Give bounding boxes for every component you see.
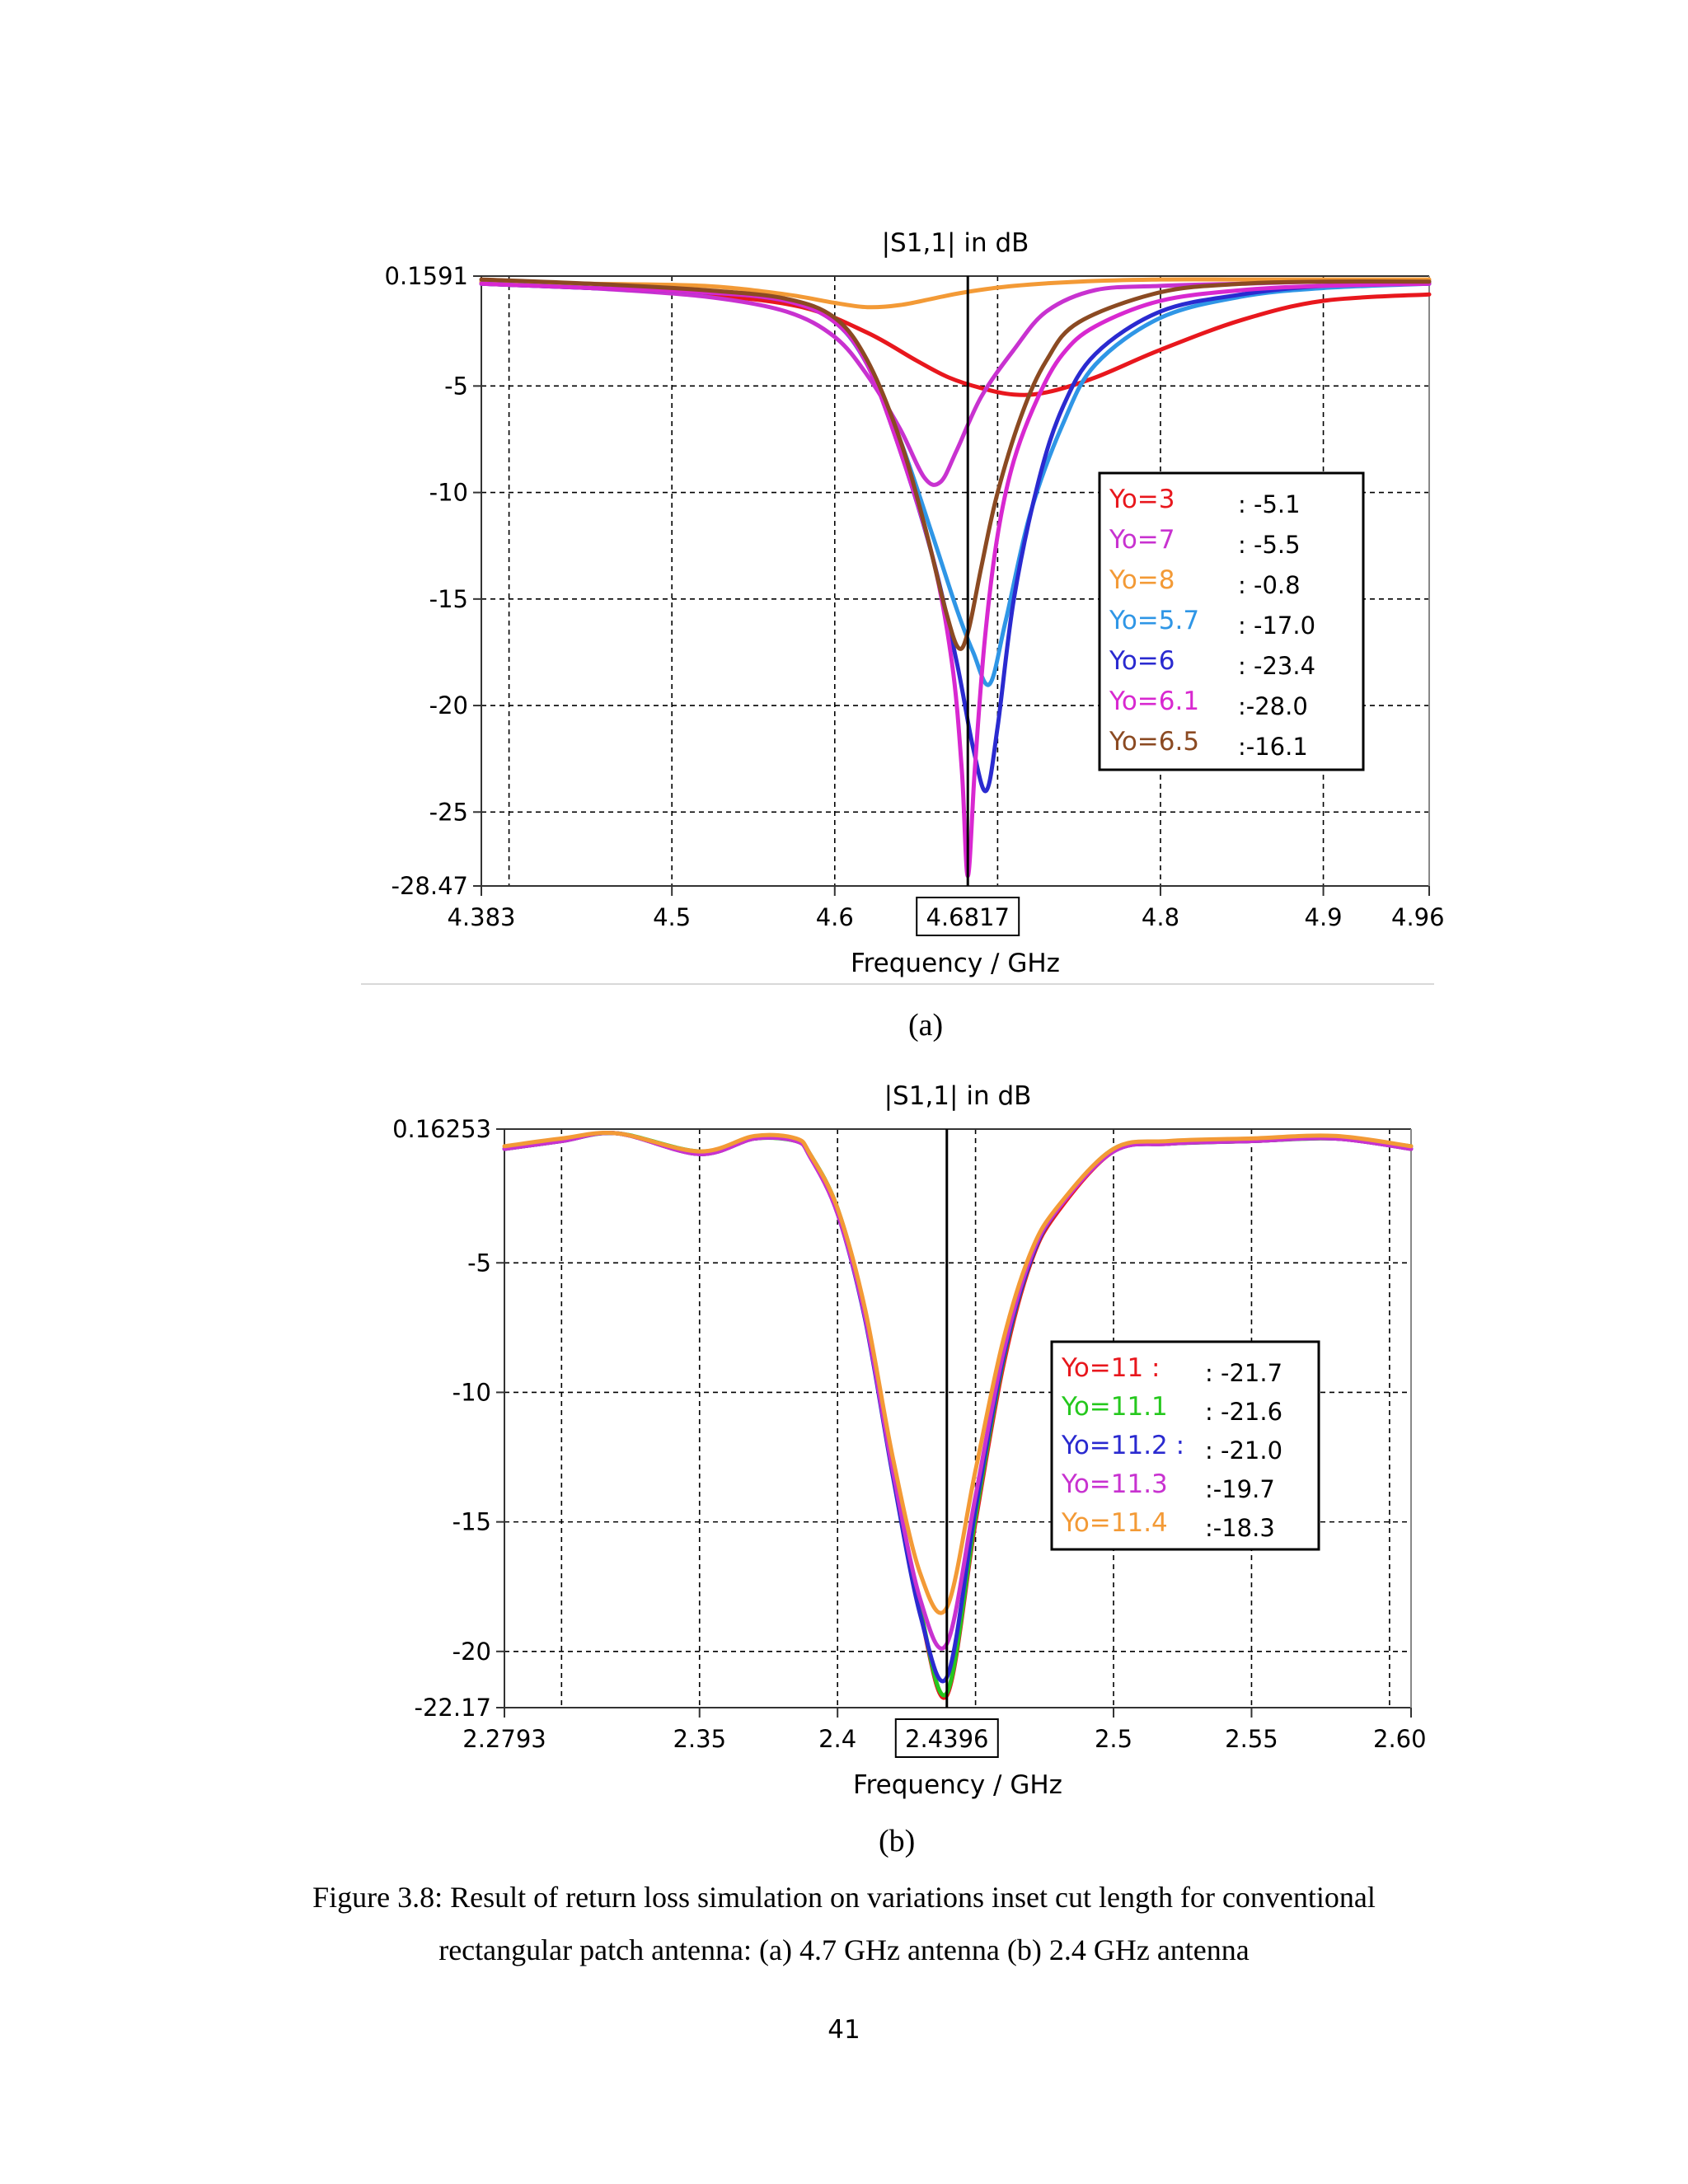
subcaption-b: (b) xyxy=(879,1824,916,1858)
chart-a-ytick-label: -5 xyxy=(444,372,468,400)
chart-b-ytick-label: -15 xyxy=(452,1508,491,1536)
chart-b-legend-label-4: Yo=11.3 xyxy=(1061,1469,1168,1499)
chart-a-legend-label-4: Yo=5.7 xyxy=(1109,606,1199,635)
page-number: 41 xyxy=(828,2015,860,2045)
chart-a-legend-value-7: :-16.1 xyxy=(1238,733,1308,761)
chart-a-return-loss-4-7ghz: |S1,1| in dB 0.1591 -5 -10 -15 -20 -25 -28.47 4.… xyxy=(361,228,1445,985)
chart-b-legend-box xyxy=(1050,1340,1320,1551)
chart-a-marker-label: 4.6817 xyxy=(926,903,1009,931)
chart-a-legend-value-4: : -17.0 xyxy=(1238,612,1315,640)
chart-a-xtick-label: 4.383 xyxy=(447,903,515,931)
chart-a-legend-value-1: : -5.1 xyxy=(1238,490,1301,518)
chart-b-marker-box xyxy=(894,1718,999,1758)
chart-b-legend-label-1: Yo=11 : xyxy=(1061,1353,1160,1383)
chart-a-ytick-label: -20 xyxy=(429,691,468,719)
figure-caption-line-1: Figure 3.8: Result of return loss simula… xyxy=(312,1881,1376,1914)
figure-caption: Figure 3.8: Result of return loss simula… xyxy=(247,1871,1441,1976)
chart-a-legend-label-3: Yo=8 xyxy=(1109,565,1175,595)
chart-a-series-line-2 xyxy=(479,279,1432,487)
subcaption-a: (a) xyxy=(908,1008,944,1043)
chart-b-xtick-label: 2.5 xyxy=(1095,1725,1132,1753)
chart-b-series-line-5 xyxy=(502,1131,1414,1615)
chart-a-title: |S1,1| in dB xyxy=(882,228,1029,258)
chart-b-legend-label-3: Yo=11.2 : xyxy=(1061,1431,1184,1460)
chart-a-ytick-label: -25 xyxy=(429,798,468,826)
chart-a-xtick-label: 4.5 xyxy=(653,903,691,931)
chart-a-xlabel: Frequency / GHz xyxy=(851,949,1060,978)
chart-a-legend-value-6: :-28.0 xyxy=(1238,692,1308,720)
chart-b-return-loss-2-4ghz: |S1,1| in dB 0.16253 -5 -10 -15 -20 -22.17 2.27… xyxy=(392,1081,1427,1800)
chart-a-ytick-label: -10 xyxy=(429,479,468,507)
chart-a-series-line-1 xyxy=(479,281,1432,397)
chart-a-legend-label-5: Yo=6 xyxy=(1109,646,1175,676)
chart-b-legend-value-3: : -21.0 xyxy=(1205,1436,1282,1465)
chart-a-legend-label-7: Yo=6.5 xyxy=(1109,727,1199,757)
chart-b-xtick-label: 2.35 xyxy=(673,1725,726,1753)
chart-a-xtick-label: 4.9 xyxy=(1305,903,1343,931)
chart-a-ytick-label: 0.1591 xyxy=(385,262,468,290)
chart-b-xtick-label: 2.4 xyxy=(818,1725,856,1753)
chart-b-ytick-label: -5 xyxy=(467,1249,491,1277)
chart-a-legend-box xyxy=(1098,471,1365,771)
chart-a-xtick-label-edge: 4.96 xyxy=(1391,903,1445,931)
chart-b-xtick-label: 2.2793 xyxy=(462,1725,546,1753)
chart-b-legend-value-1: : -21.7 xyxy=(1205,1359,1282,1387)
chart-a-series-line-7 xyxy=(479,277,1432,651)
chart-a-legend-label-2: Yo=7 xyxy=(1109,525,1175,555)
chart-a-legend-value-3: : -0.8 xyxy=(1238,571,1301,599)
chart-b-legend-value-4: :-19.7 xyxy=(1205,1475,1275,1503)
chart-a-xtick-label: 4.6 xyxy=(816,903,854,931)
chart-b-legend-value-2: : -21.6 xyxy=(1205,1398,1282,1426)
chart-b-xtick-label: 2.55 xyxy=(1225,1725,1278,1753)
chart-a-legend-label-6: Yo=6.1 xyxy=(1109,687,1199,716)
chart-b-series-line-4 xyxy=(502,1131,1414,1651)
chart-a-legend-value-2: : -5.5 xyxy=(1238,531,1301,559)
chart-b-ytick-label: -20 xyxy=(452,1638,491,1666)
chart-b-xlabel: Frequency / GHz xyxy=(853,1770,1062,1800)
chart-b-legend-label-5: Yo=11.4 xyxy=(1061,1508,1168,1538)
chart-a-xtick-label: 4.8 xyxy=(1142,903,1179,931)
chart-a-legend-label-1: Yo=3 xyxy=(1109,485,1175,514)
figure-caption-line-2: rectangular patch antenna: (a) 4.7 GHz a… xyxy=(438,1933,1250,1966)
chart-a-ytick-label: -15 xyxy=(429,585,468,613)
chart-a-series-group xyxy=(479,277,1432,879)
chart-b-legend-label-2: Yo=11.1 xyxy=(1061,1392,1168,1422)
chart-b-marker-label: 2.4396 xyxy=(905,1725,988,1753)
chart-b-ytick-label: -10 xyxy=(452,1378,491,1406)
chart-a-marker-box xyxy=(916,897,1020,936)
chart-b-ytick-label: -22.17 xyxy=(415,1694,492,1722)
chart-b-title: |S1,1| in dB xyxy=(884,1081,1032,1111)
chart-b-legend-value-5: :-18.3 xyxy=(1205,1514,1275,1542)
chart-b-xtick-label-edge: 2.60 xyxy=(1373,1725,1427,1753)
chart-a-ytick-label: -28.47 xyxy=(392,872,469,900)
chart-a-series-line-3 xyxy=(479,277,1432,310)
chart-b-ytick-label: 0.16253 xyxy=(392,1115,491,1143)
chart-a-legend-value-5: : -23.4 xyxy=(1238,652,1315,680)
chart-b-series-group xyxy=(502,1131,1414,1700)
